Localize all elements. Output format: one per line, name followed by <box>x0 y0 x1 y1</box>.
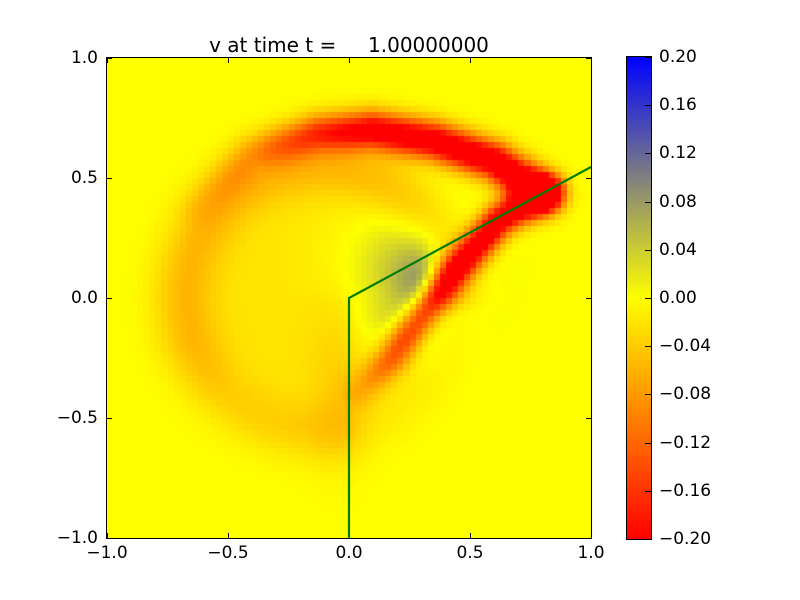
colorbar-tick-label: −0.12 <box>659 433 712 453</box>
axis-ticks <box>107 58 591 538</box>
x-tick-label: −1.0 <box>86 543 128 563</box>
y-tick-label: 0.0 <box>70 288 98 308</box>
colorbar-tick <box>645 105 651 106</box>
plot-area <box>106 57 592 539</box>
x-tick-label: 0.5 <box>456 543 484 563</box>
colorbar-tick-label: 0.12 <box>659 143 697 163</box>
colorbar-tick-label: −0.04 <box>659 336 712 356</box>
colorbar-tick <box>645 153 651 154</box>
colorbar-tick <box>645 202 651 203</box>
x-tick-label: −0.5 <box>207 543 249 563</box>
wedge-boundary-line <box>347 166 591 538</box>
y-tick-label: −1.0 <box>56 528 98 548</box>
colorbar-tick-label: 0.04 <box>659 240 697 260</box>
colorbar-tick <box>645 250 651 251</box>
colorbar-tick-label: −0.08 <box>659 384 712 404</box>
colorbar-tick <box>645 443 651 444</box>
colorbar-tick-label: 0.20 <box>659 47 697 67</box>
y-tick-label: 0.5 <box>70 168 98 188</box>
colorbar-tick <box>645 57 651 58</box>
colorbar-tick <box>645 539 651 540</box>
y-tick-label: −0.5 <box>56 408 98 428</box>
plot-title: v at time t = 1.00000000 <box>209 33 489 57</box>
colorbar-tick <box>645 394 651 395</box>
colorbar-tick-label: −0.20 <box>659 529 712 549</box>
colorbar-tick-label: 0.08 <box>659 192 697 212</box>
colorbar-tick-label: 0.00 <box>659 288 697 308</box>
x-tick-label: 1.0 <box>577 543 605 563</box>
y-tick-label: 1.0 <box>70 48 98 68</box>
plot-overlay <box>107 58 591 538</box>
colorbar-tick-label: −0.16 <box>659 481 712 501</box>
x-tick-label: 0.0 <box>335 543 363 563</box>
colorbar-tick <box>645 346 651 347</box>
colorbar-tick <box>645 491 651 492</box>
colorbar-tick <box>645 298 651 299</box>
colorbar-tick-label: 0.16 <box>659 95 697 115</box>
